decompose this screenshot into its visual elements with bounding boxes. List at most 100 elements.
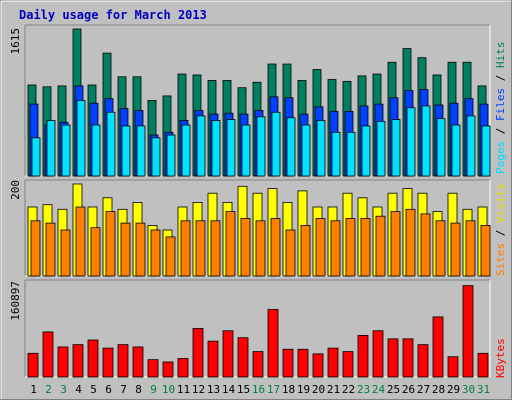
kbytes-bar	[342, 351, 354, 378]
pages-bar	[346, 131, 356, 177]
sites-bar	[270, 218, 281, 277]
kbytes-bar	[312, 353, 324, 378]
svg-text:Pages / Files / Hits: Pages / Files / Hits	[494, 42, 507, 175]
kbytes-bar	[327, 347, 339, 378]
day-label: 21	[327, 383, 340, 396]
pages-bar	[436, 118, 446, 177]
hits-y-max-label: 1615	[9, 28, 22, 55]
kbytes-bar	[192, 328, 204, 378]
kbytes-bar	[57, 346, 69, 378]
pages-bar	[361, 125, 371, 177]
kbytes-bar	[372, 330, 384, 378]
pages-bar	[151, 137, 161, 177]
pages-bar	[76, 100, 86, 177]
pages-bar	[196, 115, 206, 177]
sites-bar	[435, 220, 446, 277]
sites-bar	[315, 218, 326, 277]
day-label: 15	[237, 383, 250, 396]
legend-pages: Pages	[494, 141, 507, 174]
sites-bar	[30, 220, 41, 277]
pages-bar	[61, 124, 71, 177]
sites-bar	[210, 220, 221, 277]
day-label: 4	[75, 383, 82, 396]
pages-bar	[376, 120, 386, 177]
sites-bar	[180, 220, 191, 277]
legend-files: Files	[494, 88, 507, 121]
legend-visits: Visits	[494, 183, 507, 223]
sites-bar	[480, 224, 491, 277]
kbytes-panel	[24, 279, 491, 378]
pages-bar	[421, 105, 431, 177]
sites-bar	[330, 220, 341, 277]
day-label: 29	[447, 383, 460, 396]
day-label: 20	[312, 383, 325, 396]
day-label: 1	[30, 383, 37, 396]
kbytes-bar	[477, 352, 489, 378]
pages-bar	[211, 120, 221, 177]
pages-bar	[466, 115, 476, 177]
pages-bar	[181, 124, 191, 177]
kbytes-bar	[147, 359, 159, 378]
day-label: 12	[192, 383, 205, 396]
day-label: 9	[150, 383, 157, 396]
kbytes-bar	[27, 352, 39, 378]
kbytes-bar	[87, 339, 99, 378]
kbytes-bar	[117, 344, 129, 378]
day-label: 16	[252, 383, 265, 396]
day-label: 27	[417, 383, 430, 396]
kbytes-bar	[357, 334, 369, 378]
sites-bar	[120, 222, 131, 277]
day-label: 17	[267, 383, 280, 396]
sites-bar	[135, 222, 146, 277]
pages-bar	[331, 131, 341, 177]
day-label: 25	[387, 383, 400, 396]
sites-bar	[90, 227, 101, 277]
day-label: 14	[222, 383, 236, 396]
sites-bar	[60, 229, 71, 277]
x-axis-day-labels: 1 2 3 4 5 6 7 8 9 10 11 12 13 14 15 16 17 18 19 20 21 22 23 24 2…	[30, 383, 490, 396]
kbytes-bar	[207, 340, 219, 378]
sites-bar	[300, 224, 311, 277]
pages-bar	[316, 120, 326, 177]
visits-legend: Sites / Visits	[494, 183, 507, 276]
visits-sites-panel	[24, 179, 491, 277]
kbytes-bar	[132, 346, 144, 378]
svg-text:Sites / Visits: Sites / Visits	[494, 183, 507, 276]
sites-bar	[150, 229, 161, 277]
pages-bar	[31, 137, 41, 177]
visits-y-max-label: 200	[9, 180, 22, 200]
pages-bar	[391, 119, 401, 177]
kbytes-bar	[387, 338, 399, 378]
day-label: 22	[342, 383, 355, 396]
sites-bar	[465, 220, 476, 277]
kbytes-bar	[267, 308, 279, 378]
pages-bar	[136, 125, 146, 177]
sites-bar	[75, 206, 86, 277]
day-label: 8	[135, 383, 142, 396]
pages-bar	[301, 124, 311, 177]
day-label: 3	[60, 383, 67, 396]
pages-bar	[166, 134, 176, 177]
day-label: 13	[207, 383, 220, 396]
sites-bar	[420, 213, 431, 277]
sites-bar	[255, 220, 266, 277]
day-label: 18	[282, 383, 295, 396]
kbytes-bar	[462, 285, 474, 378]
kbytes-bar	[42, 331, 54, 378]
sites-bar	[225, 211, 236, 277]
legend-kbytes: KBytes	[494, 338, 507, 378]
kbytes-bar	[447, 356, 459, 378]
kbytes-bar	[237, 337, 249, 378]
kbytes-bar	[432, 316, 444, 378]
kbytes-y-max-label: 160897	[9, 281, 22, 321]
svg-text:KBytes: KBytes	[494, 338, 507, 378]
pages-bar	[106, 111, 116, 177]
legend-hits: Hits	[494, 42, 507, 69]
day-label: 31	[477, 383, 490, 396]
pages-bar	[481, 125, 491, 177]
pages-bar	[271, 111, 281, 177]
kbytes-bar	[297, 348, 309, 378]
sites-bar	[240, 218, 251, 277]
kbytes-bar	[177, 358, 189, 378]
